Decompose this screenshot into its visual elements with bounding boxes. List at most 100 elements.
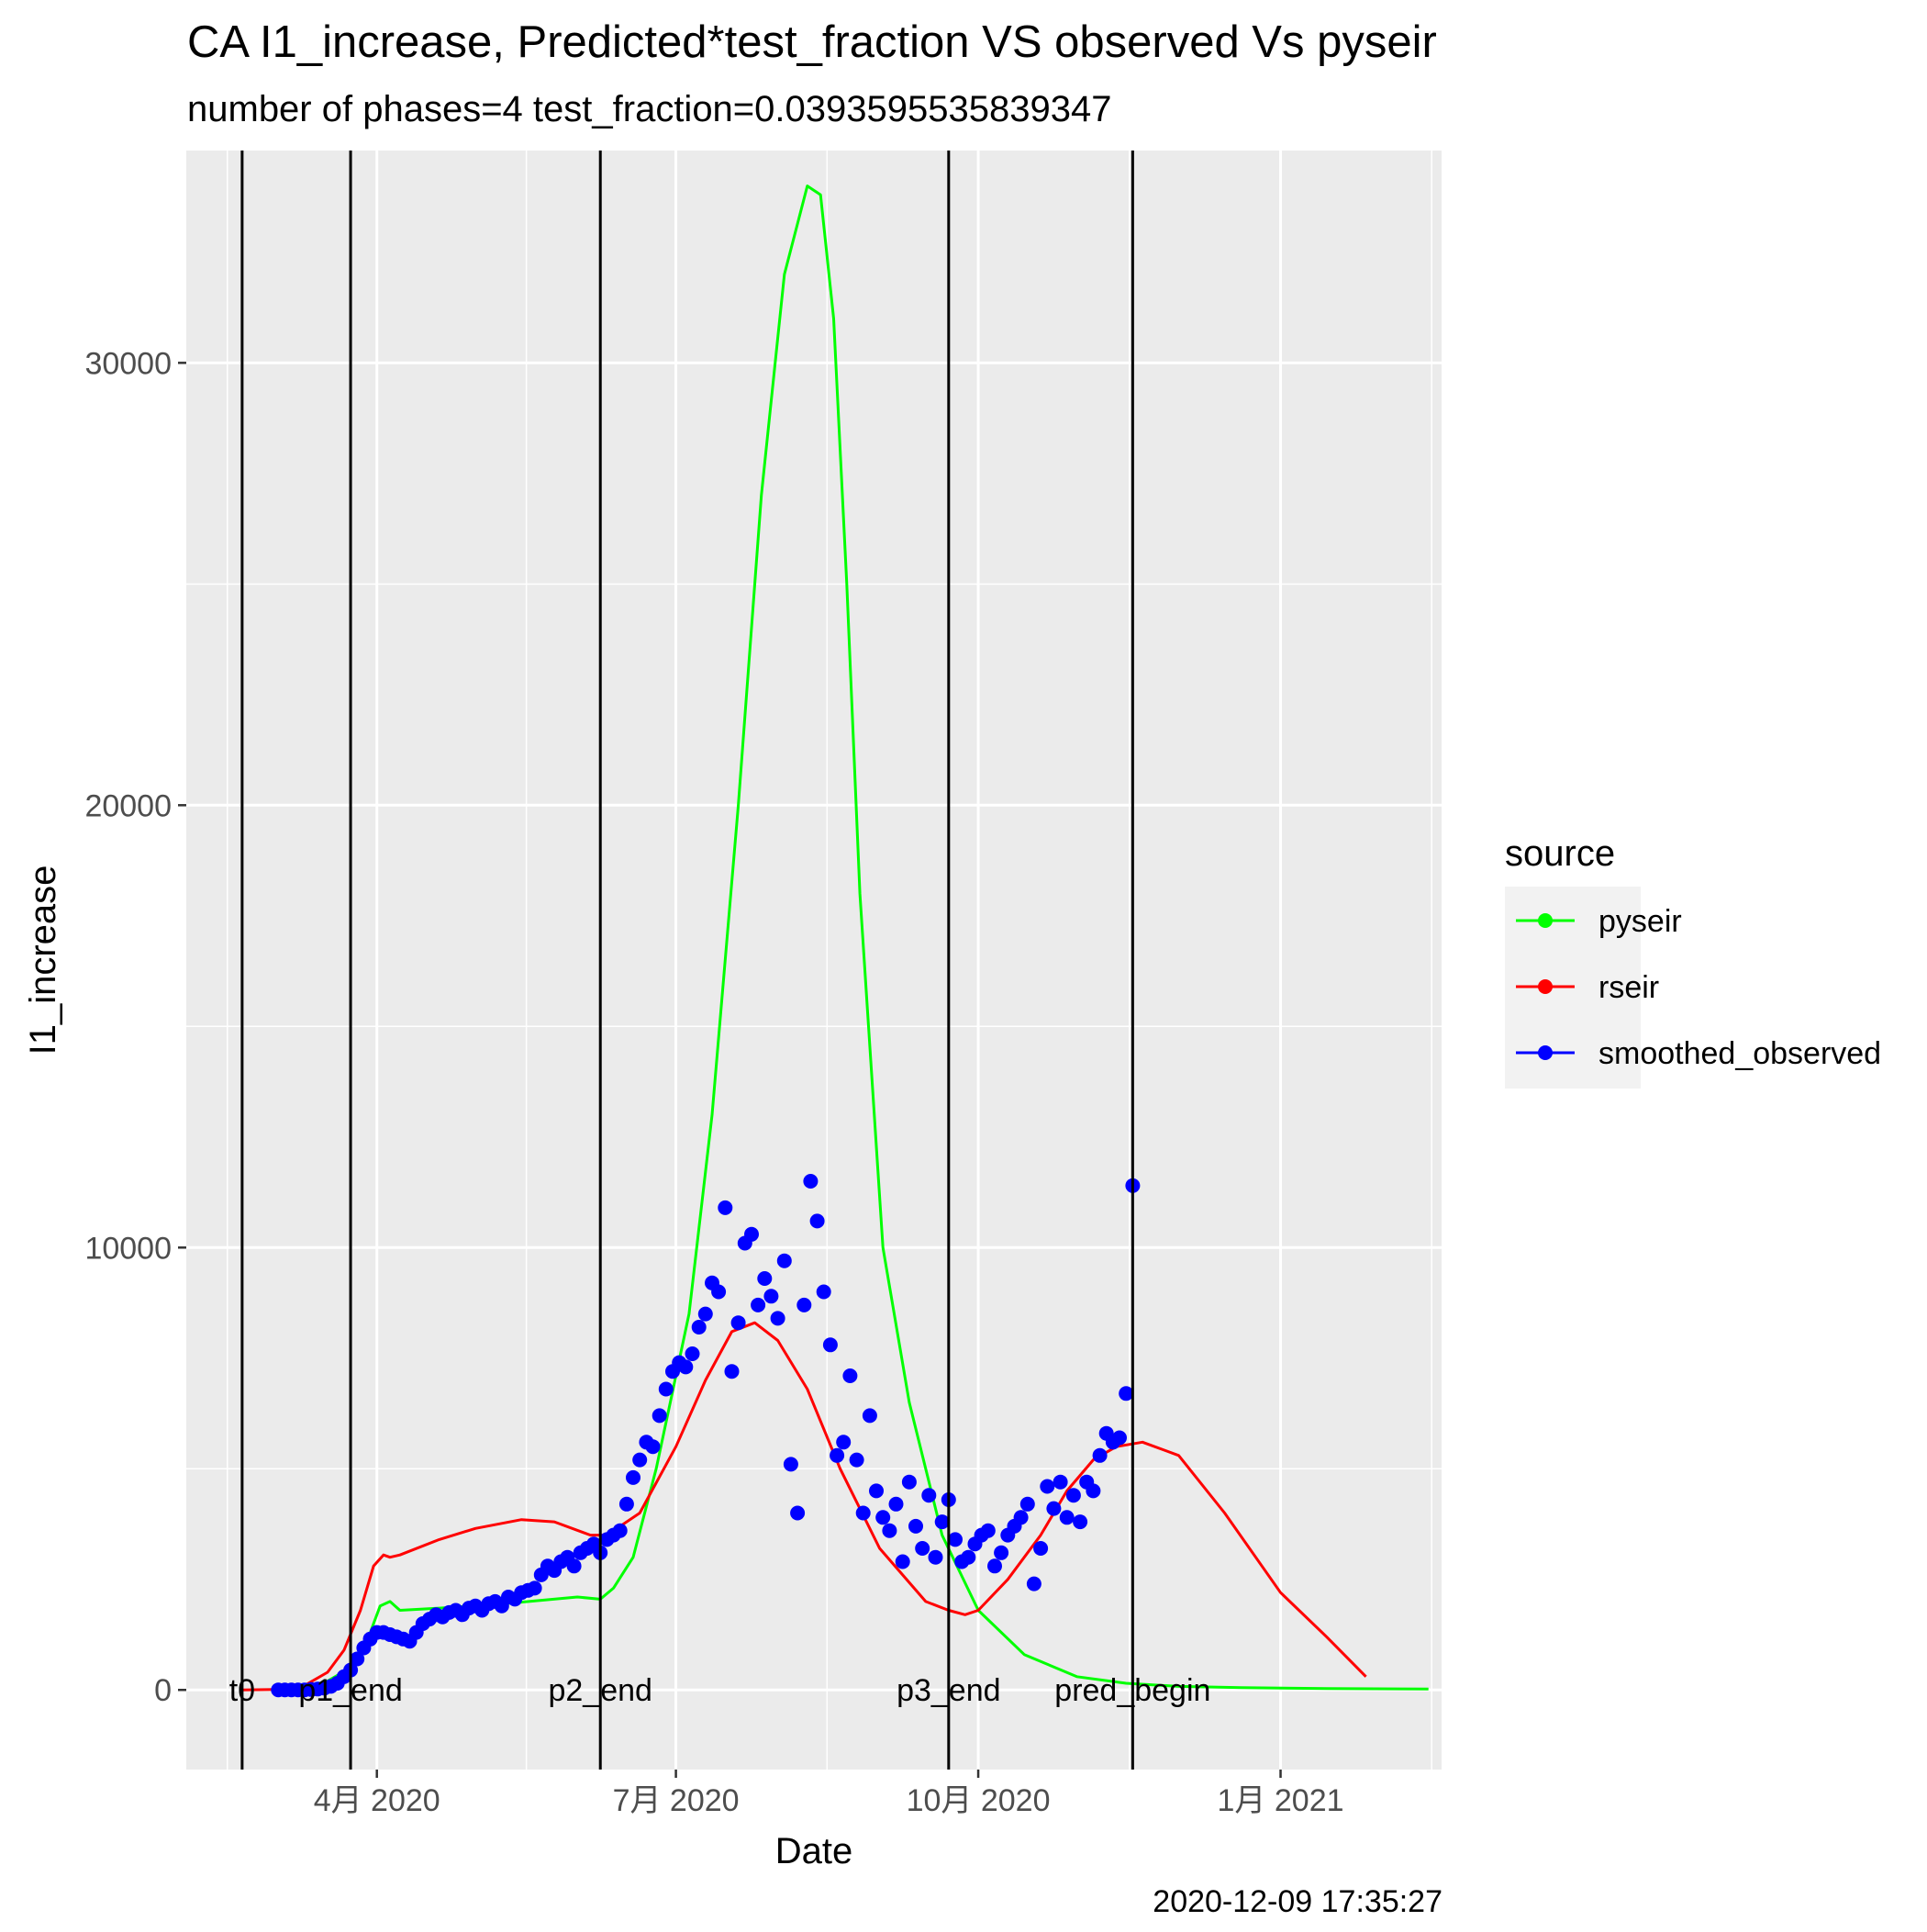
- phase-label-t0: t0: [229, 1673, 255, 1708]
- data-point-smoothed_observed: [697, 1306, 713, 1322]
- data-point-smoothed_observed: [961, 1549, 976, 1565]
- data-point-smoothed_observed: [862, 1408, 877, 1424]
- x-tick-label: 1月 2021: [1218, 1783, 1344, 1818]
- data-point-smoothed_observed: [776, 1253, 792, 1268]
- legend-key-point: [1538, 979, 1553, 994]
- data-point-smoothed_observed: [1013, 1510, 1029, 1525]
- legend-label-pyseir: pyseir: [1598, 904, 1682, 939]
- data-point-smoothed_observed: [1019, 1496, 1035, 1512]
- data-point-smoothed_observed: [809, 1213, 825, 1229]
- legend-title: source: [1505, 833, 1615, 874]
- data-point-smoothed_observed: [882, 1523, 897, 1538]
- legend-entries: pyseir rseir smoothed_observed: [1516, 904, 1881, 1071]
- data-point-smoothed_observed: [803, 1174, 819, 1189]
- data-point-smoothed_observed: [842, 1368, 858, 1383]
- data-point-smoothed_observed: [678, 1359, 694, 1375]
- x-tick-label: 7月 2020: [613, 1783, 740, 1818]
- data-point-smoothed_observed: [751, 1297, 766, 1312]
- legend-label-rseir: rseir: [1598, 970, 1659, 1005]
- y-tick-label: 0: [154, 1673, 172, 1708]
- data-point-smoothed_observed: [1026, 1576, 1041, 1591]
- legend-key-point: [1538, 913, 1553, 928]
- data-point-smoothed_observed: [915, 1541, 930, 1556]
- plot-panel: [186, 151, 1442, 1770]
- data-point-smoothed_observed: [350, 1651, 365, 1667]
- data-point-smoothed_observed: [783, 1457, 798, 1472]
- data-point-smoothed_observed: [934, 1514, 950, 1530]
- legend: source pyseir rseir smoothed_observed: [1505, 833, 1881, 1089]
- y-tick-label: 20000: [84, 788, 172, 823]
- data-point-smoothed_observed: [1033, 1541, 1049, 1556]
- data-point-smoothed_observed: [948, 1532, 963, 1547]
- data-point-smoothed_observed: [816, 1284, 831, 1300]
- data-point-smoothed_observed: [527, 1580, 542, 1596]
- data-point-smoothed_observed: [770, 1311, 785, 1326]
- data-point-smoothed_observed: [645, 1439, 661, 1455]
- data-point-smoothed_observed: [1040, 1479, 1055, 1494]
- data-point-smoothed_observed: [724, 1364, 740, 1379]
- data-point-smoothed_observed: [921, 1488, 937, 1503]
- data-point-smoothed_observed: [1073, 1514, 1088, 1530]
- data-point-smoothed_observed: [849, 1452, 864, 1468]
- data-point-smoothed_observed: [908, 1518, 923, 1534]
- data-point-smoothed_observed: [869, 1483, 884, 1499]
- data-point-smoothed_observed: [612, 1523, 628, 1538]
- data-point-smoothed_observed: [618, 1496, 634, 1512]
- series-line-pyseir: [274, 184, 1429, 1692]
- data-point-smoothed_observed: [901, 1474, 917, 1490]
- data-point-smoothed_observed: [626, 1469, 640, 1485]
- data-point-smoothed_observed: [658, 1381, 674, 1397]
- data-point-smoothed_observed: [888, 1496, 904, 1512]
- grid-lines: [186, 151, 1442, 1770]
- chart-title: CA I1_increase, Predicted*test_fraction …: [187, 17, 1437, 67]
- phase-label-pred_begin: pred_begin: [1054, 1673, 1210, 1708]
- phase-label-p2_end: p2_end: [548, 1673, 652, 1708]
- data-point-smoothed_observed: [566, 1558, 582, 1574]
- data-point-smoothed_observed: [1046, 1501, 1062, 1516]
- data-point-smoothed_observed: [744, 1226, 759, 1242]
- phase-label-p3_end: p3_end: [897, 1673, 1000, 1708]
- legend-label-smoothed_observed: smoothed_observed: [1598, 1036, 1881, 1071]
- data-point-smoothed_observed: [1119, 1386, 1134, 1402]
- data-point-smoothed_observed: [994, 1545, 1009, 1560]
- data-point-smoothed_observed: [757, 1271, 773, 1286]
- data-point-smoothed_observed: [855, 1505, 871, 1521]
- data-point-smoothed_observed: [1065, 1488, 1081, 1503]
- phase-lines: t0 p1_end p2_end p3_end pred_begin: [229, 151, 1210, 1770]
- data-point-smoothed_observed: [1086, 1483, 1101, 1499]
- x-axis-label: Date: [775, 1831, 853, 1871]
- data-point-smoothed_observed: [830, 1447, 845, 1463]
- data-point-smoothed_observed: [895, 1554, 910, 1569]
- x-tick-label: 10月 2020: [907, 1783, 1051, 1818]
- axes: 0 10000 20000 30000 4月 2020 7月 2020 10月 2020 1月…: [84, 346, 1343, 1818]
- data-point-smoothed_observed: [796, 1297, 812, 1312]
- data-point-smoothed_observed: [1112, 1430, 1127, 1446]
- data-point-smoothed_observed: [652, 1408, 667, 1424]
- data-point-smoothed_observed: [987, 1558, 1002, 1574]
- data-point-smoothed_observed: [691, 1320, 707, 1335]
- data-point-smoothed_observed: [685, 1346, 700, 1361]
- phase-label-p1_end: p1_end: [298, 1673, 402, 1708]
- timestamp-caption: 2020-12-09 17:35:27: [1153, 1884, 1442, 1919]
- data-point-smoothed_observed: [763, 1289, 779, 1304]
- y-axis-label: I1_increase: [23, 865, 63, 1055]
- data-point-smoothed_observed: [730, 1315, 746, 1331]
- data-point-smoothed_observed: [711, 1284, 727, 1300]
- data-point-smoothed_observed: [1059, 1510, 1075, 1525]
- data-point-smoothed_observed: [1053, 1474, 1068, 1490]
- data-point-smoothed_observed: [875, 1510, 891, 1525]
- data-point-smoothed_observed: [1092, 1447, 1108, 1463]
- data-point-smoothed_observed: [632, 1452, 648, 1468]
- y-tick-label: 10000: [84, 1231, 172, 1266]
- data-point-smoothed_observed: [822, 1337, 838, 1353]
- y-tick-label: 30000: [84, 346, 172, 381]
- data-point-smoothed_observed: [718, 1200, 733, 1215]
- data-point-smoothed_observed: [980, 1523, 996, 1538]
- data-point-smoothed_observed: [928, 1549, 943, 1565]
- data-point-smoothed_observed: [836, 1435, 852, 1450]
- legend-key-point: [1538, 1045, 1553, 1060]
- chart-subtitle: number of phases=4 test_fraction=0.03935…: [187, 89, 1111, 129]
- x-tick-label: 4月 2020: [314, 1783, 440, 1818]
